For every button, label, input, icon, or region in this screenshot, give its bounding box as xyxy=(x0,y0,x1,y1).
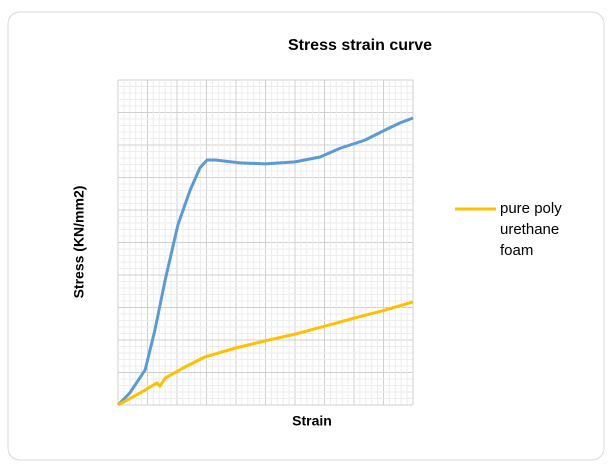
grid xyxy=(117,79,414,406)
x-axis-label: Strain xyxy=(292,413,332,429)
chart-title: Stress strain curve xyxy=(288,37,432,54)
data-line xyxy=(117,300,414,407)
y-axis-label: Stress (KN/mm2) xyxy=(71,186,87,299)
legend-label: pure polyurethane foam xyxy=(500,200,562,259)
plot xyxy=(116,116,414,407)
data-line xyxy=(116,116,414,407)
